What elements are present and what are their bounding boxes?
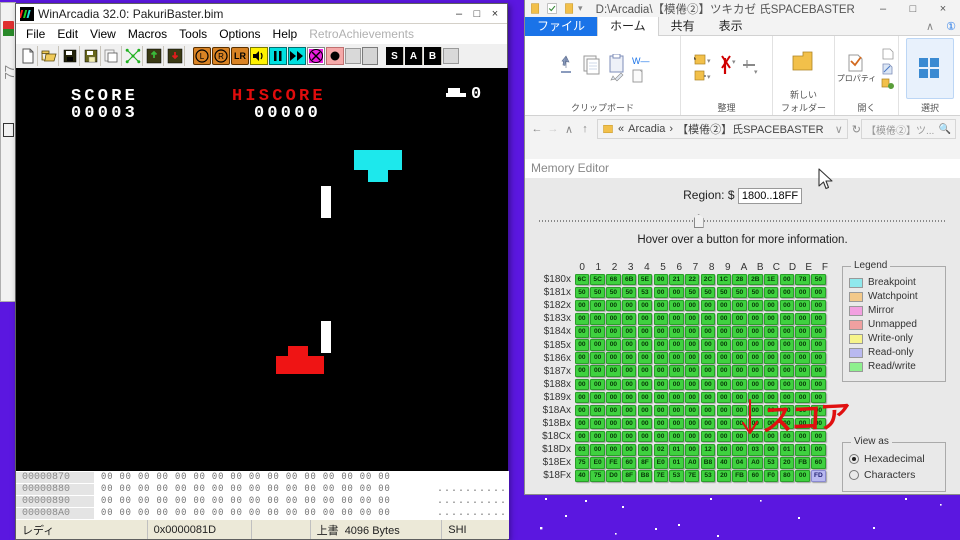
svg-text:▾: ▾ [707, 74, 711, 81]
svg-text:▾: ▾ [754, 69, 758, 76]
svg-text:R: R [218, 52, 224, 61]
svg-text:L: L [200, 52, 205, 61]
svg-text:▾: ▾ [707, 58, 711, 65]
svg-text:▾: ▾ [732, 59, 736, 66]
svg-text:スコア: スコア [761, 399, 850, 439]
svg-text:W―: W― [632, 56, 650, 66]
